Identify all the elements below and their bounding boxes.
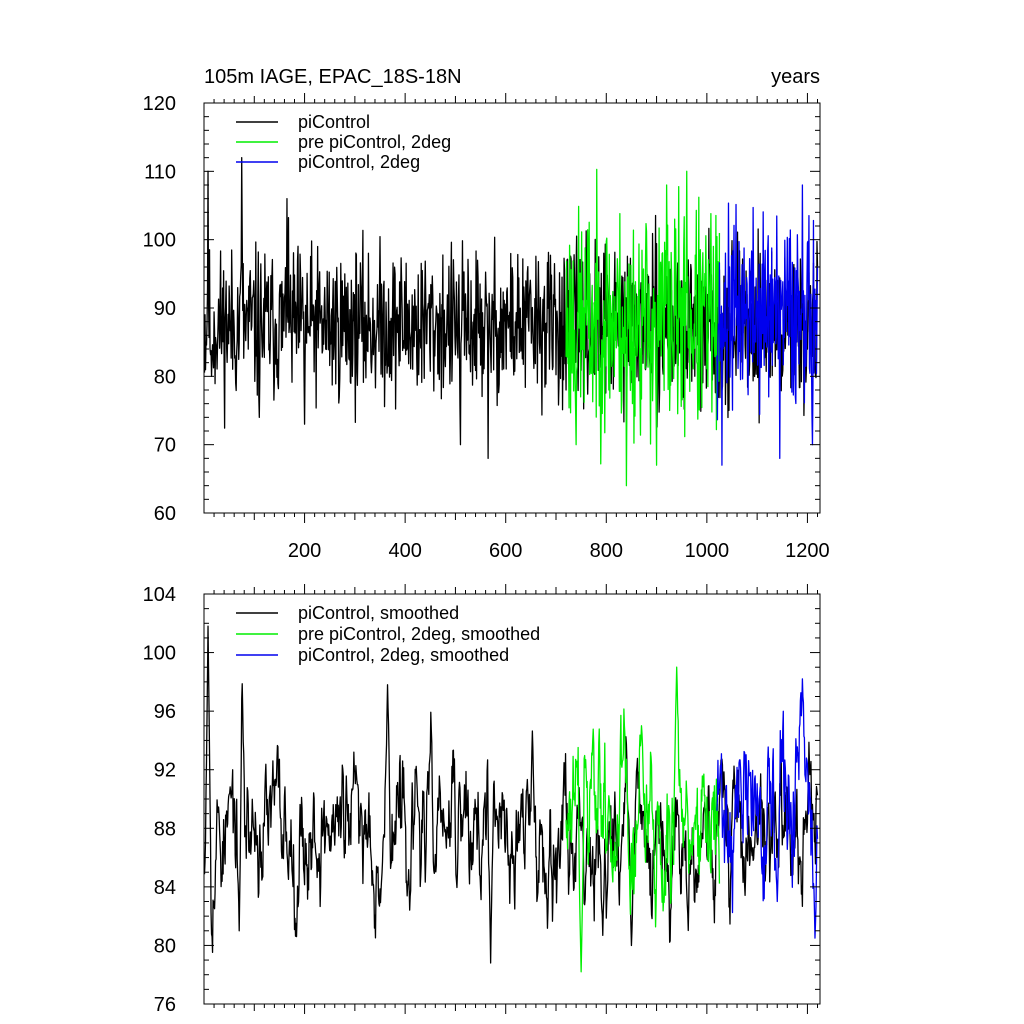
x-tick-label: 1000 bbox=[685, 540, 730, 562]
y-tick-label: 100 bbox=[143, 230, 176, 252]
series-line-top-0 bbox=[204, 157, 819, 459]
y-tick-label: 90 bbox=[154, 298, 176, 320]
top-legend: piControl pre piControl, 2deg piControl,… bbox=[236, 112, 451, 172]
top-legend-label-pre-picontrol: pre piControl, 2deg bbox=[298, 132, 451, 152]
top-legend-label-picontrol-2deg: piControl, 2deg bbox=[298, 152, 420, 172]
bottom-plot-frame bbox=[203, 593, 821, 1005]
series-line-bottom-1 bbox=[565, 666, 721, 973]
bottom-legend-label-picontrol-2deg: piControl, 2deg, smoothed bbox=[298, 645, 509, 665]
y-tick-label: 88 bbox=[154, 818, 176, 840]
series-line-top-2 bbox=[716, 184, 819, 466]
y-tick-label: 84 bbox=[154, 877, 176, 899]
top-panel: 105m IAGE, EPAC_18S-18N years 60 70 80 90 10… bbox=[143, 66, 830, 562]
x-tick-label: 400 bbox=[388, 540, 421, 562]
bottom-series-lines bbox=[204, 625, 819, 973]
y-tick-label: 70 bbox=[154, 435, 176, 457]
y-tick-label: 100 bbox=[143, 643, 176, 665]
bottom-legend-label-picontrol: piControl, smoothed bbox=[298, 603, 459, 623]
top-title-left: 105m IAGE, EPAC_18S-18N bbox=[204, 66, 462, 88]
top-axis-ticks: 60 70 80 90 100 110 120 200 400 600 800 1000 1200 bbox=[143, 93, 830, 562]
top-series-lines bbox=[204, 157, 819, 487]
x-tick-label: 200 bbox=[288, 540, 321, 562]
bottom-legend-label-pre-picontrol: pre piControl, 2deg, smoothed bbox=[298, 624, 540, 644]
y-tick-label: 76 bbox=[154, 994, 176, 1016]
top-title-right: years bbox=[771, 66, 820, 88]
x-tick-label: 1200 bbox=[785, 540, 830, 562]
bottom-panel: 76 80 84 88 92 96 100 104 piControl, smoothed p… bbox=[143, 584, 821, 1016]
y-tick-label: 92 bbox=[154, 760, 176, 782]
y-tick-label: 120 bbox=[143, 93, 176, 115]
series-line-bottom-2 bbox=[716, 678, 819, 939]
y-tick-label: 104 bbox=[143, 584, 176, 606]
series-line-top-1 bbox=[565, 168, 721, 487]
top-legend-label-picontrol: piControl bbox=[298, 112, 370, 132]
y-tick-label: 96 bbox=[154, 701, 176, 723]
bottom-legend: piControl, smoothed pre piControl, 2deg,… bbox=[236, 603, 540, 665]
y-tick-label: 80 bbox=[154, 935, 176, 957]
y-tick-label: 60 bbox=[154, 503, 176, 525]
y-tick-label: 80 bbox=[154, 366, 176, 388]
x-tick-label: 600 bbox=[489, 540, 522, 562]
y-tick-label: 110 bbox=[144, 161, 176, 183]
series-line-bottom-0 bbox=[204, 625, 819, 964]
bottom-axis-ticks: 76 80 84 88 92 96 100 104 bbox=[143, 584, 820, 1016]
x-tick-label: 800 bbox=[590, 540, 623, 562]
